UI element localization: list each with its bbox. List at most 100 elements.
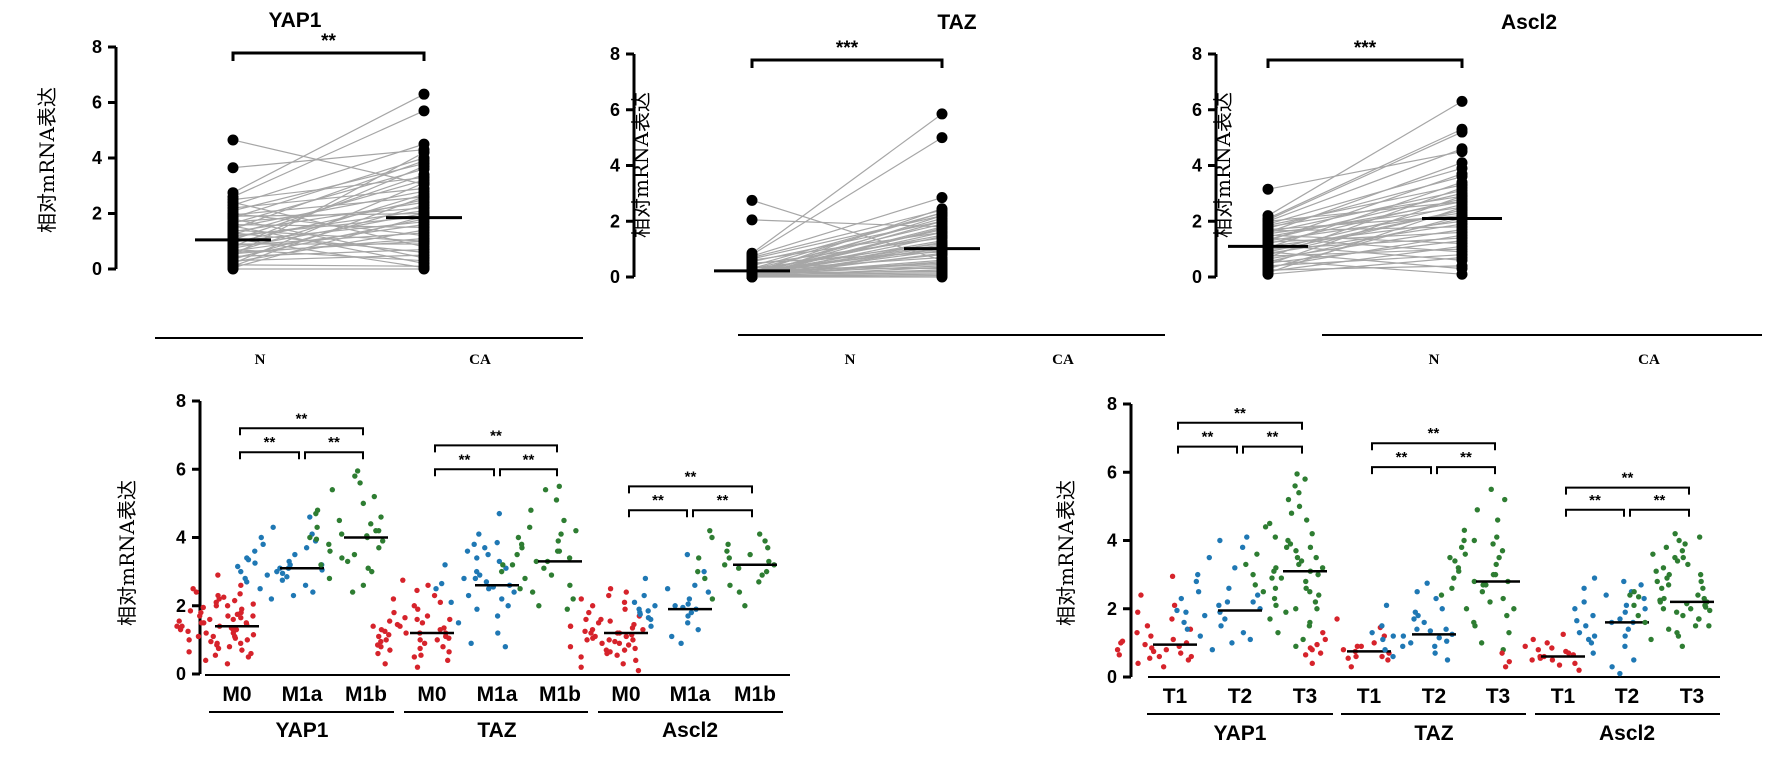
significance-bracket: **	[692, 492, 753, 518]
data-point	[1178, 650, 1184, 656]
data-point	[1135, 609, 1141, 615]
data-point	[724, 548, 730, 554]
data-point	[1309, 530, 1315, 537]
data-point	[1273, 602, 1279, 609]
paired-line	[232, 218, 425, 259]
data-point	[1144, 623, 1151, 629]
data-point	[243, 620, 250, 626]
data-point	[496, 558, 503, 565]
data-point	[556, 548, 563, 554]
data-point	[1302, 652, 1309, 658]
data-point	[302, 582, 309, 588]
data-point	[1443, 638, 1450, 644]
data-point	[637, 609, 643, 616]
y-tick-label: 0	[1192, 267, 1202, 287]
data-point	[187, 608, 194, 614]
data-point	[186, 637, 192, 643]
data-point	[640, 626, 646, 633]
data-point	[244, 637, 251, 643]
data-point	[1479, 588, 1486, 595]
data-point-ca	[418, 249, 430, 261]
data-point-n	[1262, 226, 1274, 238]
data-point	[589, 626, 596, 633]
paired-line	[232, 162, 425, 212]
data-point	[1661, 595, 1667, 602]
data-point	[725, 541, 731, 548]
data-point	[250, 601, 256, 607]
data-point	[558, 531, 564, 537]
data-point	[1383, 602, 1390, 609]
paired-line	[1267, 181, 1463, 249]
data-point	[268, 596, 275, 602]
data-point	[349, 589, 356, 595]
data-point	[238, 614, 244, 621]
data-point	[672, 603, 678, 609]
data-point	[1156, 653, 1163, 660]
data-point	[376, 633, 382, 640]
data-point	[1504, 612, 1510, 619]
paired-line	[751, 252, 943, 278]
paired-line	[232, 215, 425, 269]
paired-plot-yap1: YAP1 相对mRNA表达 0 2 4 6 8 N CA **	[35, 9, 583, 368]
data-point	[1574, 617, 1580, 624]
data-point	[1463, 606, 1470, 612]
data-point	[440, 644, 446, 650]
data-point	[1283, 609, 1289, 615]
data-point	[1556, 662, 1563, 668]
data-point	[179, 623, 185, 629]
y-tick-label: 8	[1107, 394, 1117, 414]
group-ascl2: T1 T2 T3 Ascl2	[1499, 530, 1720, 745]
data-point	[391, 609, 397, 616]
x-tick-label: M1a	[282, 683, 323, 706]
data-point-ca	[418, 146, 430, 158]
data-point	[702, 575, 708, 582]
data-point	[1572, 660, 1578, 667]
data-point	[448, 599, 454, 606]
data-point	[1642, 619, 1648, 626]
data-point	[1244, 534, 1250, 540]
data-point	[529, 589, 536, 595]
chart-title: TAZ	[937, 11, 976, 34]
significance-bracket: **	[239, 410, 364, 436]
data-point	[1309, 660, 1315, 667]
data-point	[313, 510, 319, 517]
significance-label: **	[321, 31, 336, 52]
paired-line	[1267, 150, 1463, 190]
data-point	[695, 568, 701, 575]
paired-line	[232, 93, 425, 194]
paired-line	[1267, 203, 1463, 252]
data-point	[1439, 606, 1445, 612]
significance-bracket: ***	[750, 38, 944, 68]
data-point	[1313, 554, 1319, 561]
data-point	[376, 545, 382, 551]
paired-line	[232, 157, 425, 219]
data-point	[307, 534, 313, 541]
paired-line	[232, 240, 425, 253]
data-point	[208, 638, 214, 645]
data-point	[329, 487, 336, 493]
data-point	[397, 623, 403, 629]
data-point	[528, 507, 534, 513]
data-point	[1209, 647, 1216, 653]
data-point	[517, 585, 523, 592]
data-point	[1576, 629, 1583, 636]
data-point	[287, 562, 293, 568]
series-m0	[370, 577, 454, 670]
data-point	[417, 637, 423, 643]
significance-bracket: **	[1177, 429, 1238, 454]
data-point	[378, 626, 385, 633]
data-point	[1490, 541, 1496, 547]
y-tick-label: 4	[1107, 531, 1117, 551]
data-point	[414, 616, 420, 623]
data-point	[357, 480, 363, 486]
data-point	[664, 585, 671, 592]
paired-line	[1267, 128, 1463, 220]
data-point	[553, 497, 560, 503]
data-point	[232, 633, 238, 640]
significance-bracket: **	[1436, 449, 1496, 475]
y-tick-label: 8	[1192, 44, 1202, 64]
series-t3	[1438, 486, 1520, 653]
significance-label: **	[490, 427, 502, 444]
data-point	[536, 603, 542, 609]
x-tick-label-ca: CA	[469, 352, 491, 368]
